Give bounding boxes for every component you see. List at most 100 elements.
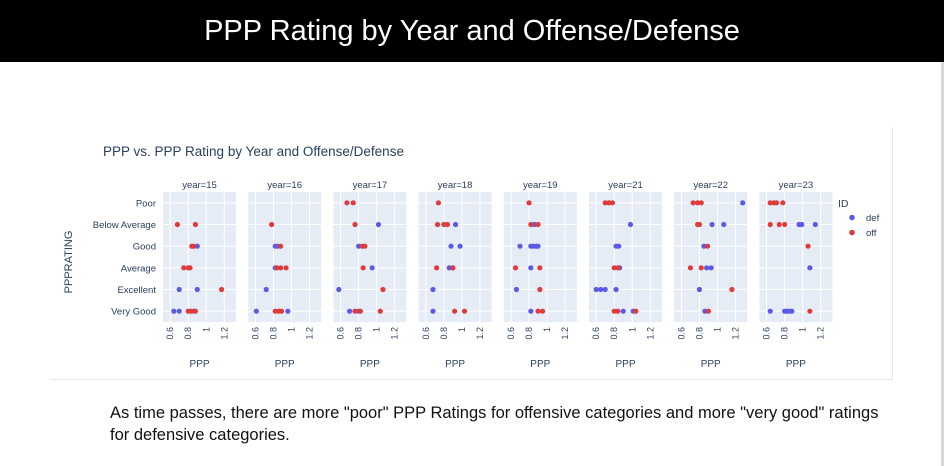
x-axis-title: PPP	[786, 359, 806, 370]
facet-panel: 0.6 0.8 1 1.2 year=22 PPP	[674, 180, 748, 370]
x-tick-label: 1	[457, 327, 467, 332]
data-point-off	[606, 200, 612, 206]
data-point-def	[448, 243, 454, 249]
data-point-def	[613, 286, 619, 293]
x-tick-label: 0.8	[354, 327, 364, 340]
y-tick-label: Very Good	[111, 307, 156, 318]
plot-area	[418, 192, 492, 322]
data-point-off	[602, 200, 608, 206]
y-tick-label: Excellent	[117, 285, 156, 296]
data-point-off	[537, 265, 543, 271]
data-point-def	[702, 308, 708, 314]
x-tick-label: 0.8	[183, 327, 193, 340]
plot-area	[248, 192, 322, 322]
data-point-def	[253, 308, 259, 314]
data-point-def	[789, 308, 795, 314]
plot-area	[674, 192, 748, 322]
x-tick-label: 0.6	[762, 327, 772, 340]
data-point-def	[767, 308, 773, 314]
x-tick-label: 1	[627, 327, 637, 332]
plot-area	[503, 192, 577, 322]
data-point-off	[609, 200, 616, 206]
data-point-off	[705, 308, 712, 314]
data-point-off	[272, 308, 278, 314]
data-point-off	[278, 308, 285, 314]
plot-area	[333, 192, 407, 322]
x-axis-title: PPP	[360, 359, 380, 370]
data-point-def	[369, 265, 375, 271]
x-tick-label: 0.6	[336, 327, 346, 340]
facet-panels: Poor Below Average Good Average Excellent Ver…	[93, 180, 833, 370]
chart-title: PPP vs. PPP Rating by Year and Offense/D…	[103, 144, 404, 159]
data-point-def	[176, 286, 182, 293]
data-point-off	[352, 221, 358, 228]
data-point-def	[721, 221, 727, 228]
facet-label: year=23	[779, 180, 814, 191]
data-point-off	[539, 308, 546, 314]
data-point-def	[627, 221, 634, 228]
data-point-off	[188, 308, 194, 314]
facet-panel: 0.6 0.8 1 1.2 year=19 PPP	[503, 180, 577, 370]
data-point-def	[176, 308, 182, 314]
x-tick-label: 0.8	[268, 327, 278, 340]
data-point-off	[441, 221, 447, 228]
legend: ID def off	[838, 198, 880, 239]
data-point-def	[336, 286, 342, 293]
data-point-off	[344, 200, 350, 206]
data-point-off	[218, 286, 225, 293]
faceted-scatter-chart: PPP vs. PPP Rating by Year and Offense/D…	[63, 144, 880, 370]
data-point-off	[633, 308, 639, 314]
y-axis-title: PPPRATING	[63, 231, 75, 294]
data-point-off	[528, 221, 534, 228]
data-point-off	[434, 221, 441, 228]
facet-panel: 0.6 0.8 1 1.2 year=21 PPP	[589, 180, 662, 370]
data-point-off	[434, 265, 440, 271]
data-point-off	[696, 221, 703, 228]
data-point-def	[709, 221, 715, 228]
data-point-def	[528, 308, 534, 314]
data-point-off	[526, 200, 532, 206]
x-tick-label: 0.6	[165, 327, 175, 340]
data-point-off	[704, 243, 711, 249]
facet-panel: 0.6 0.8 1 1.2 year=15 PPP	[163, 180, 236, 370]
x-tick-label: 1.2	[219, 327, 229, 340]
x-tick-label: 1	[286, 327, 296, 332]
x-tick-label: 1.2	[730, 327, 740, 340]
data-point-off	[283, 265, 289, 271]
data-point-def	[452, 221, 459, 228]
data-point-def	[812, 221, 818, 228]
data-point-off	[611, 308, 617, 314]
data-point-def	[457, 243, 463, 249]
legend-marker-off	[849, 229, 855, 236]
data-point-off	[352, 308, 358, 314]
data-point-def	[704, 265, 710, 271]
data-point-off	[807, 308, 813, 314]
x-axis-title: PPP	[445, 359, 465, 370]
x-tick-label: 1.2	[475, 327, 485, 340]
x-axis-title: PPP	[701, 359, 721, 370]
data-point-def	[194, 243, 200, 249]
plot-area	[589, 192, 662, 322]
data-point-def	[708, 265, 714, 271]
data-point-off	[695, 200, 701, 206]
facet-label: year=17	[353, 180, 388, 191]
facet-label: year=19	[523, 180, 558, 191]
x-tick-label: 0.6	[591, 327, 601, 340]
data-point-off	[535, 221, 541, 228]
data-point-off	[362, 243, 368, 249]
facet-label: year=22	[693, 180, 728, 191]
x-tick-label: 0.8	[439, 327, 449, 340]
facet-panel: 0.6 0.8 1 1.2 year=16 PPP	[248, 180, 322, 370]
data-point-off	[698, 200, 704, 206]
x-tick-label: 1.2	[816, 327, 826, 340]
y-tick-label: Average	[121, 263, 156, 274]
facet-panel: 0.6 0.8 1 1.2 year=17 PPP	[333, 180, 407, 370]
data-point-off	[687, 265, 694, 271]
x-tick-label: 0.6	[506, 327, 516, 340]
x-tick-label: 1.2	[390, 327, 400, 340]
x-tick-label: 1.2	[645, 327, 655, 340]
data-point-off	[278, 265, 284, 271]
data-point-off	[278, 243, 284, 249]
data-point-def	[446, 265, 452, 271]
data-point-off	[698, 265, 704, 271]
